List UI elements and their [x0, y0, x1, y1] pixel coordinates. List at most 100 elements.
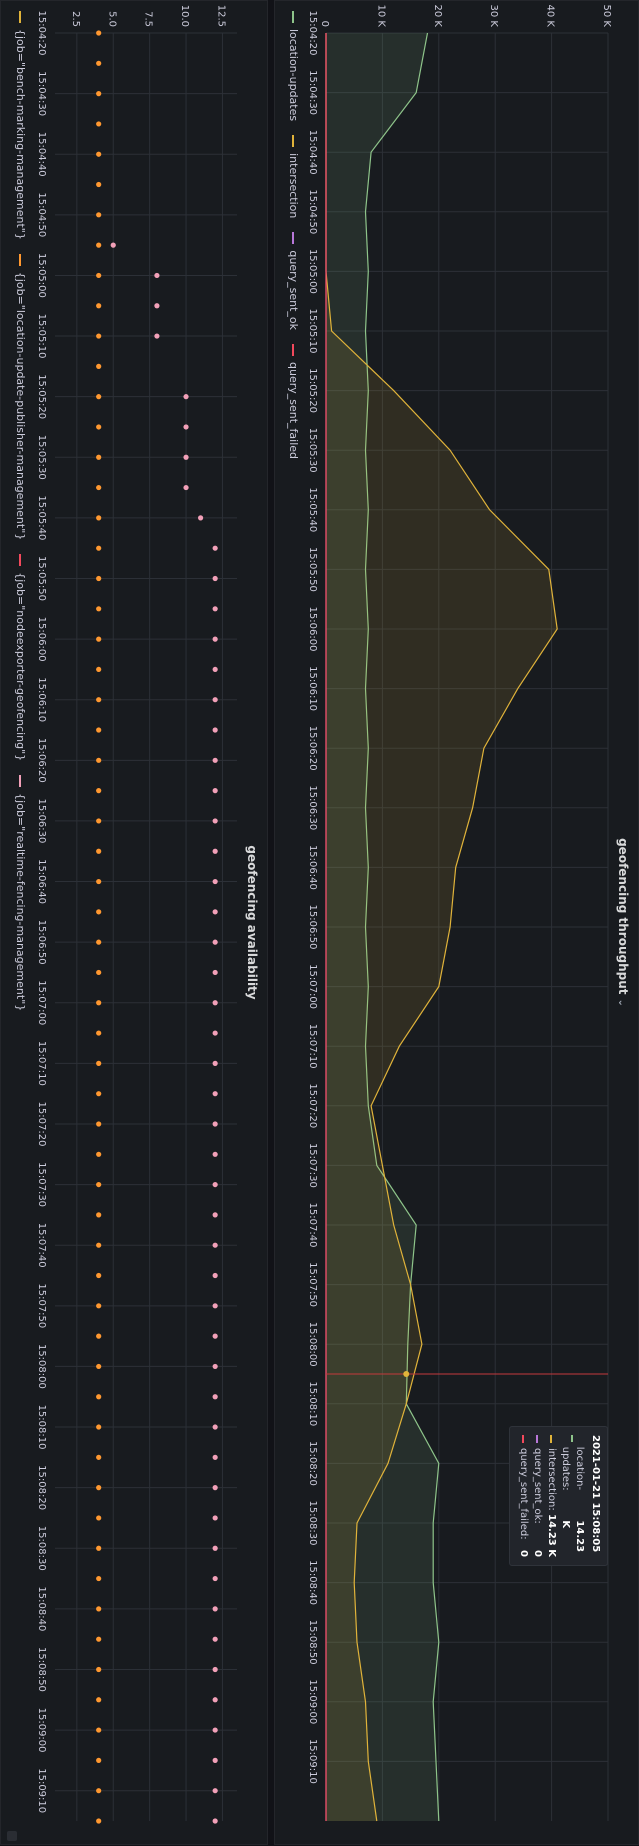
point-job-realtime-fencing-management[interactable]: [212, 1242, 218, 1248]
point-job-realtime-fencing-management[interactable]: [212, 1575, 218, 1582]
point-job-location-update-publisher-management[interactable]: [96, 1485, 102, 1491]
point-job-location-update-publisher-management[interactable]: [96, 939, 102, 945]
point-job-realtime-fencing-management[interactable]: [212, 606, 218, 612]
point-job-realtime-fencing-management[interactable]: [154, 272, 160, 279]
point-job-realtime-fencing-management[interactable]: [212, 1303, 218, 1309]
point-job-location-update-publisher-management[interactable]: [96, 818, 102, 824]
point-job-location-update-publisher-management[interactable]: [96, 969, 102, 976]
point-job-location-update-publisher-management[interactable]: [96, 1606, 102, 1612]
throughput-legend-item[interactable]: location-updates: [287, 11, 300, 121]
point-job-location-update-publisher-management[interactable]: [96, 1666, 102, 1673]
point-job-realtime-fencing-management[interactable]: [212, 727, 218, 733]
point-job-location-update-publisher-management[interactable]: [96, 878, 102, 885]
point-job-realtime-fencing-management[interactable]: [212, 878, 218, 885]
point-job-realtime-fencing-management[interactable]: [212, 1181, 218, 1188]
point-job-realtime-fencing-management[interactable]: [212, 575, 218, 582]
point-job-realtime-fencing-management[interactable]: [212, 1818, 218, 1824]
point-job-realtime-fencing-management[interactable]: [212, 1212, 218, 1218]
point-job-realtime-fencing-management[interactable]: [183, 424, 189, 430]
point-job-realtime-fencing-management[interactable]: [212, 1757, 218, 1763]
point-job-location-update-publisher-management[interactable]: [96, 1091, 102, 1097]
point-job-realtime-fencing-management[interactable]: [212, 818, 218, 824]
point-job-location-update-publisher-management[interactable]: [96, 1575, 102, 1582]
point-job-realtime-fencing-management[interactable]: [212, 788, 218, 794]
point-job-location-update-publisher-management[interactable]: [96, 333, 102, 339]
point-job-realtime-fencing-management[interactable]: [212, 1333, 218, 1339]
availability-legend-item[interactable]: {job="realtime-fencing-management"}: [14, 775, 27, 1011]
point-job-location-update-publisher-management[interactable]: [96, 91, 102, 97]
point-job-location-update-publisher-management[interactable]: [96, 1788, 102, 1794]
point-job-realtime-fencing-management[interactable]: [110, 242, 116, 248]
throughput-chart[interactable]: 0 10 K 20 K 30 K 40 K 50 K 15:04:20 15:04:30 15:…: [273, 1, 638, 1846]
throughput-legend-item[interactable]: query_sent_ok: [287, 232, 300, 330]
point-job-realtime-fencing-management[interactable]: [212, 1485, 218, 1491]
point-job-realtime-fencing-management[interactable]: [212, 969, 218, 976]
point-job-location-update-publisher-management[interactable]: [96, 1818, 102, 1824]
point-job-realtime-fencing-management[interactable]: [212, 545, 218, 551]
point-job-location-update-publisher-management[interactable]: [96, 1545, 102, 1551]
point-job-location-update-publisher-management[interactable]: [96, 1272, 102, 1279]
availability-chart[interactable]: 2.5 5.0 7.5 10.0 12.5 15:04:20 15:04:30 15:04:4…: [0, 1, 267, 1846]
point-job-location-update-publisher-management[interactable]: [96, 727, 102, 733]
availability-legend-item[interactable]: {job="bench-marking-management"}: [14, 11, 27, 240]
point-job-realtime-fencing-management[interactable]: [212, 757, 218, 763]
point-job-location-update-publisher-management[interactable]: [96, 848, 102, 854]
point-job-realtime-fencing-management[interactable]: [212, 1060, 218, 1066]
point-job-realtime-fencing-management[interactable]: [212, 1363, 218, 1370]
series-line-intersection[interactable]: [325, 33, 558, 1822]
point-job-location-update-publisher-management[interactable]: [96, 666, 102, 673]
point-job-location-update-publisher-management[interactable]: [96, 1454, 102, 1460]
series-line-location-updates[interactable]: [364, 32, 440, 1822]
point-job-location-update-publisher-management[interactable]: [96, 1363, 102, 1370]
point-job-location-update-publisher-management[interactable]: [96, 394, 102, 400]
point-job-realtime-fencing-management[interactable]: [183, 454, 189, 460]
point-job-location-update-publisher-management[interactable]: [96, 1727, 102, 1733]
point-job-location-update-publisher-management[interactable]: [96, 636, 102, 642]
point-job-realtime-fencing-management[interactable]: [212, 1454, 218, 1460]
point-job-location-update-publisher-management[interactable]: [96, 909, 102, 915]
point-job-location-update-publisher-management[interactable]: [96, 515, 102, 521]
point-job-realtime-fencing-management[interactable]: [212, 1030, 218, 1036]
throughput-panel-title[interactable]: geofencing throughput ⌄: [616, 1, 630, 1844]
point-job-location-update-publisher-management[interactable]: [96, 363, 102, 369]
point-job-location-update-publisher-management[interactable]: [96, 697, 102, 703]
point-job-realtime-fencing-management[interactable]: [212, 1091, 218, 1097]
point-job-location-update-publisher-management[interactable]: [96, 757, 102, 763]
point-job-realtime-fencing-management[interactable]: [212, 1666, 218, 1673]
point-job-location-update-publisher-management[interactable]: [96, 545, 102, 551]
point-job-location-update-publisher-management[interactable]: [96, 242, 102, 248]
point-job-realtime-fencing-management[interactable]: [212, 1394, 218, 1400]
point-job-location-update-publisher-management[interactable]: [96, 1515, 102, 1521]
point-job-realtime-fencing-management[interactable]: [212, 848, 218, 854]
point-job-realtime-fencing-management[interactable]: [212, 1121, 218, 1127]
availability-panel-title[interactable]: geofencing availability: [245, 1, 259, 1844]
point-job-location-update-publisher-management[interactable]: [96, 121, 102, 127]
point-job-location-update-publisher-management[interactable]: [96, 151, 102, 157]
point-job-location-update-publisher-management[interactable]: [96, 1121, 102, 1127]
point-job-location-update-publisher-management[interactable]: [96, 1181, 102, 1188]
point-job-realtime-fencing-management[interactable]: [212, 1697, 218, 1703]
point-job-realtime-fencing-management[interactable]: [212, 939, 218, 945]
point-job-location-update-publisher-management[interactable]: [96, 303, 102, 309]
point-job-location-update-publisher-management[interactable]: [96, 1424, 102, 1430]
point-job-location-update-publisher-management[interactable]: [96, 1697, 102, 1703]
point-job-location-update-publisher-management[interactable]: [96, 181, 102, 188]
point-job-realtime-fencing-management[interactable]: [212, 1151, 218, 1157]
point-job-location-update-publisher-management[interactable]: [96, 212, 102, 218]
point-job-realtime-fencing-management[interactable]: [212, 1424, 218, 1430]
availability-legend-item[interactable]: {job="nodeexporter-geofencing"}: [14, 554, 27, 761]
chevron-down-icon[interactable]: ⌄: [616, 998, 627, 1007]
point-job-realtime-fencing-management[interactable]: [212, 636, 218, 642]
point-job-location-update-publisher-management[interactable]: [96, 1242, 102, 1248]
point-job-location-update-publisher-management[interactable]: [96, 484, 102, 491]
throughput-legend-item[interactable]: query_sent_failed: [287, 344, 300, 459]
point-job-location-update-publisher-management[interactable]: [96, 1212, 102, 1218]
point-job-realtime-fencing-management[interactable]: [212, 1272, 218, 1279]
point-job-location-update-publisher-management[interactable]: [96, 30, 102, 36]
scroll-handle[interactable]: [7, 1831, 17, 1841]
point-job-realtime-fencing-management[interactable]: [212, 1727, 218, 1733]
point-job-location-update-publisher-management[interactable]: [96, 606, 102, 612]
throughput-legend-item[interactable]: intersection: [287, 135, 300, 218]
point-job-realtime-fencing-management[interactable]: [154, 303, 160, 309]
point-job-realtime-fencing-management[interactable]: [212, 1515, 218, 1521]
